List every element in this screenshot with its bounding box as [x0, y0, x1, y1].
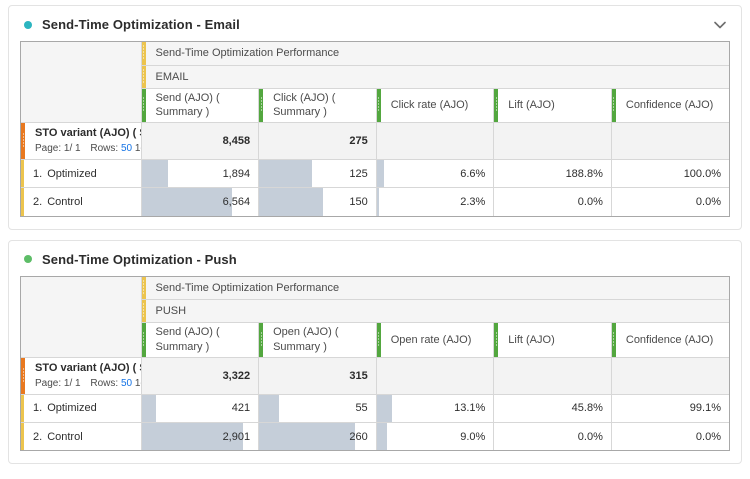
visualization-dot-icon	[24, 20, 32, 29]
drag-handle-icon	[141, 300, 146, 322]
column-header-confidence[interactable]: Confidence (AJO)	[610, 87, 729, 124]
cell-bar	[377, 160, 385, 187]
metric-cell[interactable]: 421	[140, 393, 260, 423]
column-header-send[interactable]: Send (AJO) ( Summary )	[141, 87, 260, 124]
channel-header[interactable]: EMAIL	[141, 64, 729, 89]
drag-handle-icon	[494, 323, 499, 357]
metric-cell[interactable]: 9.0%	[375, 421, 495, 451]
metric-cell[interactable]: 0.0%	[610, 421, 729, 451]
metric-cell[interactable]: 100.0%	[610, 159, 729, 189]
metric-cell[interactable]: 45.8%	[493, 393, 612, 423]
metric-cell[interactable]: 0.0%	[493, 421, 612, 451]
row-label-optimized[interactable]: 1. Optimized	[21, 159, 142, 189]
pagination: Page: 1/ 1 Rows: 50 1-2 of 2	[35, 142, 141, 154]
column-header-click[interactable]: Click (AJO) ( Summary )	[258, 87, 377, 124]
freeform-table: Send-Time Optimization Performance EMAIL…	[20, 41, 730, 217]
drag-handle-icon	[612, 88, 616, 122]
dimension-header[interactable]: STO variant (AJO) ( Summary ) Page: 1/ 1…	[21, 122, 142, 161]
column-header-confidence[interactable]: Confidence (AJO)	[610, 322, 729, 358]
drag-handle-icon	[141, 88, 146, 122]
metric-cell[interactable]: 188.8%	[493, 159, 612, 189]
metric-cell[interactable]: 260	[258, 421, 377, 451]
metric-cell[interactable]: 125	[258, 159, 377, 189]
drag-handle-icon	[141, 66, 146, 87]
cell-bar	[377, 423, 388, 451]
drag-handle-icon	[142, 276, 146, 299]
cell-bar	[141, 160, 168, 187]
metric-cell[interactable]: 150	[258, 187, 377, 216]
row-strip	[21, 423, 24, 451]
freeform-table: Send-Time Optimization Performance PUSH …	[20, 275, 730, 452]
summary-cell: 275	[258, 122, 377, 161]
cell-bar	[141, 395, 157, 422]
summary-cell	[493, 356, 612, 395]
metric-cell[interactable]: 99.1%	[610, 393, 729, 423]
panel-header: Send-Time Optimization - Email	[20, 15, 730, 41]
summary-cell	[493, 122, 612, 161]
cell-bar	[377, 188, 380, 216]
table-corner-cell	[21, 276, 142, 358]
metric-cell[interactable]: 2,901	[140, 421, 260, 451]
chevron-down-icon[interactable]	[712, 19, 728, 31]
drag-handle-icon	[259, 88, 264, 122]
metric-cell[interactable]: 13.1%	[375, 393, 495, 423]
row-strip	[21, 188, 24, 216]
metric-cell[interactable]: 0.0%	[493, 187, 612, 216]
visualization-dot-icon	[24, 255, 32, 264]
metric-cell[interactable]: 1,894	[140, 159, 260, 189]
table-corner-cell	[21, 42, 142, 124]
drag-handle-icon	[377, 88, 381, 122]
column-header-lift[interactable]: Lift (AJO)	[493, 322, 612, 358]
row-label-control[interactable]: 2. Control	[21, 421, 142, 451]
panel-header: Send-Time Optimization - Push	[20, 250, 730, 276]
panel-sto-push: Send-Time Optimization - Push Send-Time …	[8, 239, 742, 465]
column-header-open-rate[interactable]: Open rate (AJO)	[375, 322, 495, 358]
column-header-open[interactable]: Open (AJO) ( Summary )	[258, 322, 377, 358]
panel-title: Send-Time Optimization - Push	[42, 251, 237, 267]
cell-bar	[141, 188, 232, 216]
drag-handle-icon	[142, 42, 146, 64]
drag-handle-icon	[377, 323, 381, 357]
drag-handle-icon	[141, 323, 146, 357]
row-strip	[21, 160, 24, 187]
column-header-send[interactable]: Send (AJO) ( Summary )	[141, 322, 260, 358]
metric-cell[interactable]: 6.6%	[375, 159, 495, 189]
cell-bar	[141, 423, 244, 451]
drag-handle-icon	[21, 123, 25, 159]
summary-cell: 315	[258, 356, 377, 395]
summary-cell: 8,458	[140, 122, 260, 161]
metric-group-header[interactable]: Send-Time Optimization Performance	[140, 276, 729, 301]
drag-handle-icon	[494, 88, 499, 122]
cell-bar	[259, 160, 313, 187]
pagination: Page: 1/ 1 Rows: 50 1-2 of 2	[35, 377, 141, 389]
row-label-control[interactable]: 2. Control	[21, 187, 142, 216]
row-label-optimized[interactable]: 1. Optimized	[21, 393, 142, 423]
rows-count-link[interactable]: 50	[120, 142, 133, 154]
rows-count-link[interactable]: 50	[120, 377, 133, 389]
channel-header[interactable]: PUSH	[141, 299, 729, 324]
cell-bar	[259, 188, 323, 216]
summary-cell: 3,322	[140, 356, 260, 395]
summary-cell	[375, 356, 495, 395]
row-strip	[21, 395, 24, 422]
metric-cell[interactable]: 55	[258, 393, 377, 423]
cell-bar	[259, 395, 280, 422]
column-header-click-rate[interactable]: Click rate (AJO)	[375, 87, 495, 124]
metric-group-header[interactable]: Send-Time Optimization Performance	[140, 42, 729, 66]
drag-handle-icon	[612, 323, 616, 357]
metric-cell[interactable]: 6,564	[140, 187, 260, 216]
summary-cell	[375, 122, 495, 161]
drag-handle-icon	[21, 358, 25, 394]
metric-cell[interactable]: 0.0%	[610, 187, 729, 216]
dimension-header[interactable]: STO variant (AJO) ( Summary ) Page: 1/ 1…	[21, 356, 142, 395]
panel-sto-email: Send-Time Optimization - Email Send-Time…	[8, 5, 742, 230]
drag-handle-icon	[259, 323, 264, 357]
panel-title: Send-Time Optimization - Email	[42, 17, 240, 32]
summary-cell	[610, 122, 729, 161]
summary-cell	[610, 356, 729, 395]
cell-bar	[377, 395, 392, 422]
cell-bar	[259, 423, 356, 451]
metric-cell[interactable]: 2.3%	[375, 187, 495, 216]
column-header-lift[interactable]: Lift (AJO)	[493, 87, 612, 124]
